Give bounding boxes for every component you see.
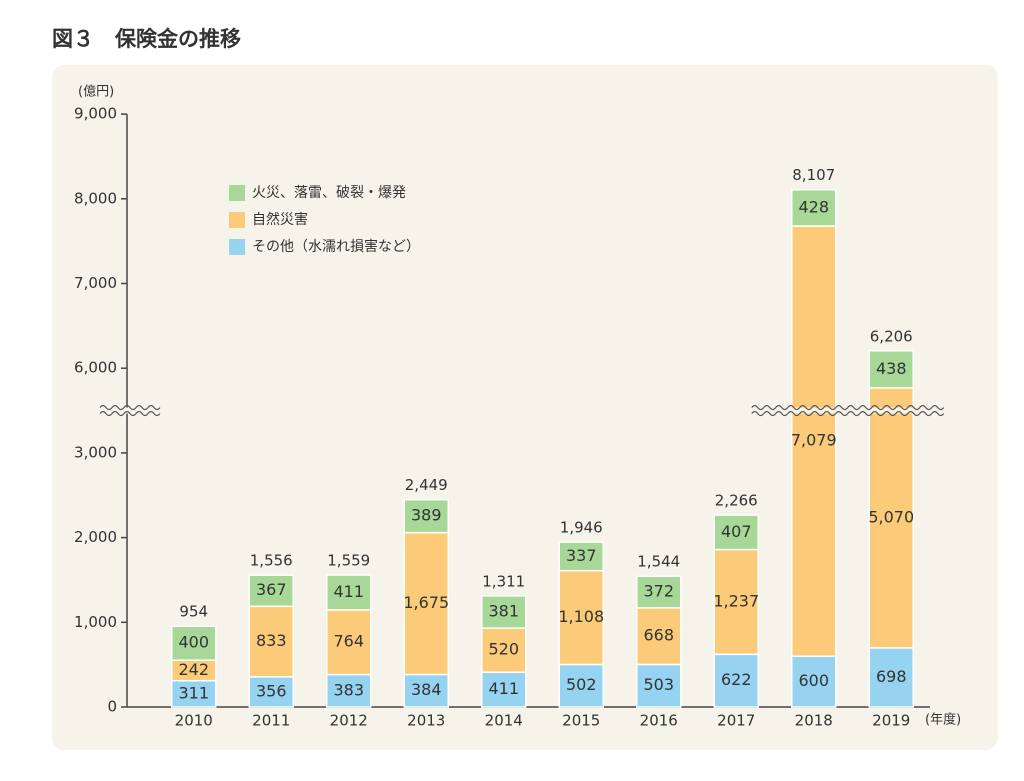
y-axis-label: (億円)	[78, 84, 114, 100]
bar-segment	[558, 541, 604, 572]
total-label: 1,559	[327, 551, 370, 569]
legend-swatch	[229, 239, 245, 255]
bar-segment	[481, 671, 527, 708]
y-tick-label: 7,000	[74, 274, 117, 292]
x-tick-label: 2013	[407, 712, 445, 730]
bar-segment	[171, 679, 217, 708]
bar-segment	[481, 627, 527, 673]
axis-break	[99, 410, 161, 417]
bar-segment	[791, 188, 837, 227]
bar-segment	[868, 350, 914, 389]
total-label: 2,449	[405, 476, 448, 494]
value-label: 622	[721, 670, 752, 689]
bar-segment	[713, 514, 759, 551]
value-label: 5,070	[868, 507, 914, 526]
value-label: 600	[798, 671, 829, 690]
bar-segment	[326, 574, 372, 611]
x-tick-label: 2015	[562, 712, 600, 730]
bar-break	[751, 410, 945, 417]
legend-label: 火災、落雷、破裂・爆発	[252, 185, 406, 201]
value-label: 389	[411, 506, 442, 525]
value-label: 764	[333, 632, 364, 651]
y-tick-label: 8,000	[74, 189, 117, 207]
value-label: 1,237	[713, 591, 759, 610]
x-tick-label: 2010	[175, 712, 213, 730]
bar-segment	[248, 574, 294, 608]
x-tick-label: 2016	[640, 712, 678, 730]
x-tick-label: 2018	[795, 712, 833, 730]
value-label: 383	[333, 680, 364, 699]
y-tick-label: 3,000	[74, 443, 117, 461]
x-tick-label: 2014	[485, 712, 523, 730]
value-label: 356	[256, 681, 287, 700]
y-tick-label: 6,000	[74, 359, 117, 377]
legend-swatch	[229, 185, 245, 201]
bar-segment	[403, 498, 449, 534]
y-tick-label: 0	[107, 698, 117, 716]
bar-segment	[636, 607, 682, 666]
x-tick-label: 2019	[872, 712, 910, 730]
value-label: 242	[178, 660, 209, 679]
total-label: 954	[179, 603, 208, 621]
legend-label: その他（水濡れ損害など）	[252, 239, 420, 255]
value-label: 438	[876, 359, 907, 378]
bar-segment	[558, 663, 604, 708]
value-label: 381	[488, 602, 519, 621]
total-label: 1,946	[560, 519, 603, 537]
value-label: 372	[643, 582, 674, 601]
value-label: 311	[178, 683, 209, 702]
value-label: 367	[256, 580, 287, 599]
value-label: 698	[876, 667, 907, 686]
x-tick-label: 2017	[717, 712, 755, 730]
bar-segment	[868, 647, 914, 708]
x-tick-label: 2011	[252, 712, 290, 730]
value-label: 1,675	[403, 593, 449, 612]
bar-segment	[713, 653, 759, 708]
value-label: 411	[488, 679, 519, 698]
value-label: 384	[411, 680, 442, 699]
axis-break-gap	[100, 407, 160, 414]
bar-segment	[636, 663, 682, 708]
bar-segment	[791, 225, 837, 657]
value-label: 1,108	[558, 607, 604, 626]
x-tick-label: 2012	[330, 712, 368, 730]
value-label: 407	[721, 522, 752, 541]
y-tick-label: 2,000	[74, 528, 117, 546]
y-tick-label: 9,000	[74, 105, 117, 123]
value-label: 668	[643, 626, 674, 645]
value-label: 502	[566, 675, 597, 694]
legend-swatch	[229, 212, 245, 228]
bar-segment	[481, 595, 527, 629]
total-label: 8,107	[792, 166, 835, 184]
chart-title: 図３ 保険金の推移	[52, 27, 241, 51]
bar-segment	[326, 673, 372, 708]
bar-segment	[636, 575, 682, 609]
total-label: 2,266	[715, 492, 758, 510]
bar-break-gap	[751, 407, 934, 414]
value-label: 411	[333, 582, 364, 601]
value-label: 400	[178, 633, 209, 652]
y-tick-label: 1,000	[74, 613, 117, 631]
axis-break	[99, 404, 161, 411]
bar-break	[751, 404, 945, 411]
total-label: 6,206	[870, 327, 913, 345]
total-label: 1,544	[637, 553, 680, 571]
x-axis-label: (年度)	[925, 712, 961, 728]
legend-label: 自然災害	[252, 211, 308, 228]
value-label: 7,079	[791, 431, 837, 450]
total-label: 1,556	[250, 552, 293, 570]
total-label: 1,311	[482, 572, 525, 590]
value-label: 428	[798, 197, 829, 216]
bar-segment	[791, 655, 837, 708]
bar-segment	[248, 605, 294, 678]
bar-segment	[171, 625, 217, 661]
value-label: 833	[256, 631, 287, 650]
bar-segment	[403, 531, 449, 676]
value-label: 337	[566, 546, 597, 565]
value-label: 520	[488, 640, 519, 659]
bar-segment	[558, 569, 604, 666]
value-label: 503	[643, 675, 674, 694]
